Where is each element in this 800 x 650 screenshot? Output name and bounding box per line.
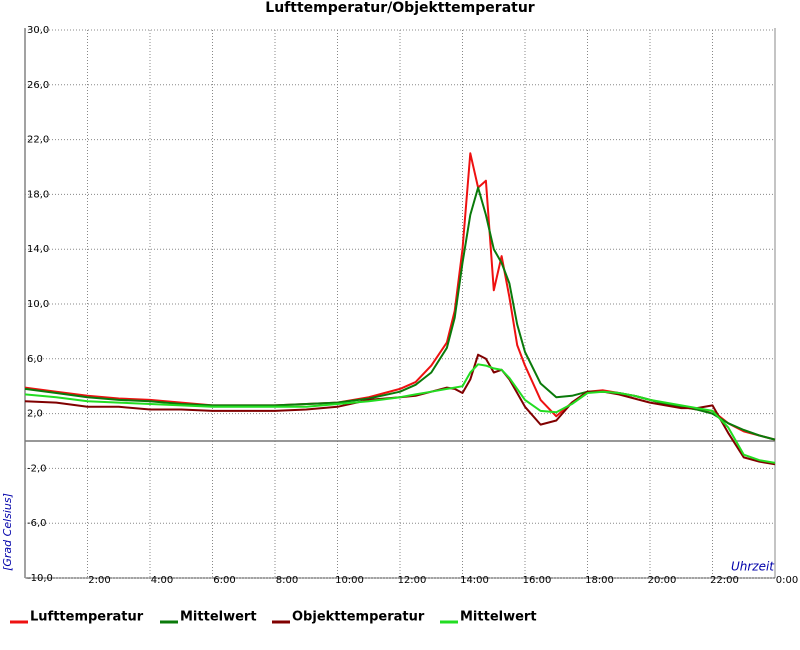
legend-label: Mittelwert	[460, 610, 537, 625]
legend-label: Objekttemperatur	[292, 610, 425, 625]
x-tick-label: 20:00	[648, 575, 677, 586]
series-line	[24, 363, 776, 464]
x-tick-label: 12:00	[398, 575, 427, 586]
y-tick-label: -2,0	[27, 463, 47, 474]
x-axis-label: Uhrzeit	[731, 560, 775, 574]
y-tick-label: 6,0	[27, 354, 43, 365]
legend-label: Lufttemperatur	[30, 610, 144, 625]
y-tick-label: 2,0	[27, 409, 43, 420]
x-tick-label: 18:00	[585, 575, 614, 586]
y-tick-label: 18,0	[27, 189, 49, 200]
y-tick-label: 30,0	[27, 25, 49, 36]
x-tick-label: 10:00	[335, 575, 364, 586]
x-tick-label: 0:00	[776, 575, 798, 586]
x-tick-label: 22:00	[710, 575, 739, 586]
x-tick-label: 16:00	[523, 575, 552, 586]
y-tick-label: -10,0	[27, 573, 53, 584]
y-tick-label: 10,0	[27, 299, 49, 310]
series-line	[24, 186, 776, 441]
legend-label: Mittelwert	[180, 610, 257, 625]
y-tick-label: 26,0	[27, 80, 49, 91]
y-tick-label: 14,0	[27, 244, 49, 255]
y-tick-label: -6,0	[27, 518, 47, 529]
x-tick-label: 2:00	[88, 575, 110, 586]
x-tick-label: 4:00	[151, 575, 173, 586]
x-tick-label: 8:00	[276, 575, 298, 586]
x-tick-label: 14:00	[460, 575, 489, 586]
x-tick-label: 6:00	[213, 575, 235, 586]
series-line	[24, 353, 776, 466]
y-tick-label: 22,0	[27, 135, 49, 146]
chart-title: Lufttemperatur/Objekttemperatur	[265, 0, 535, 16]
y-axis-label: [Grad Celsius]	[1, 493, 14, 571]
